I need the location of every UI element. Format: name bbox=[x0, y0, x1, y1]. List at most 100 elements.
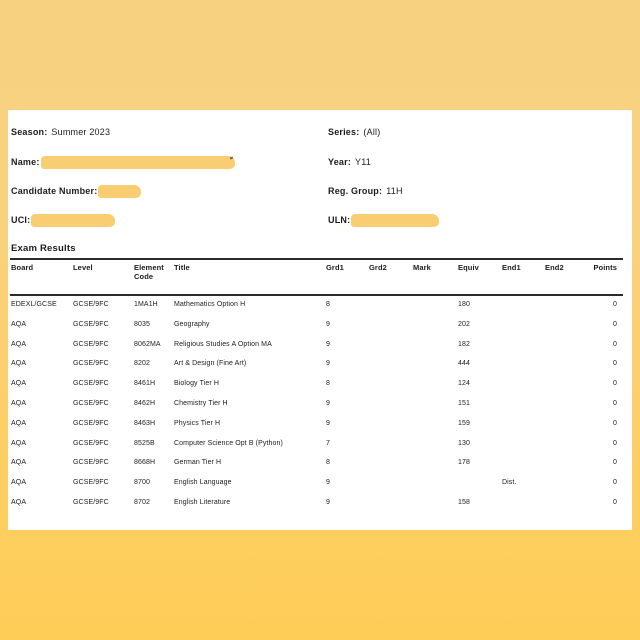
table-cell bbox=[502, 357, 545, 377]
table-cell: Religious Studies A Option MA bbox=[174, 340, 272, 348]
table-cell: 9 bbox=[326, 479, 330, 487]
season-field: Season: Summer 2023 bbox=[11, 125, 110, 139]
table-cell bbox=[369, 456, 413, 476]
table-cell bbox=[413, 377, 458, 397]
table-cell bbox=[413, 476, 458, 496]
table-cell: 9 bbox=[326, 320, 330, 328]
series-field: Series: (All) bbox=[328, 125, 380, 139]
table-cell bbox=[545, 298, 589, 318]
table-cell: GCSE/9FC bbox=[73, 380, 109, 388]
table-cell bbox=[545, 456, 589, 476]
table-cell: German Tier H bbox=[174, 459, 222, 467]
col-header-equiv: Equiv bbox=[458, 263, 479, 272]
table-cell: AQA bbox=[11, 320, 27, 328]
series-value: (All) bbox=[363, 127, 381, 137]
table-cell: 0 bbox=[613, 498, 617, 506]
candidate-number-label: Candidate Number: bbox=[11, 186, 98, 196]
table-cell: 1MA1H bbox=[134, 301, 158, 308]
season-label: Season: bbox=[11, 127, 48, 137]
table-cell: 9 bbox=[326, 360, 330, 368]
table-cell: GCSE/9FC bbox=[73, 439, 109, 447]
table-cell: GCSE/9FC bbox=[73, 320, 109, 328]
table-cell: 7 bbox=[326, 439, 330, 447]
table-cell: Biology Tier H bbox=[174, 380, 219, 388]
table-cell: 444 bbox=[458, 360, 470, 368]
table-cell: 0 bbox=[613, 459, 617, 467]
table-row: AQA GCSE/9FC 8202 Art & Design (Fine Art) 9 4… bbox=[11, 357, 617, 377]
table-cell: 8202 bbox=[134, 360, 150, 368]
series-label: Series: bbox=[328, 127, 360, 137]
table-cell: AQA bbox=[11, 479, 27, 487]
table-cell bbox=[413, 456, 458, 476]
table-cell: AQA bbox=[11, 439, 27, 447]
table-cell: 8 bbox=[326, 459, 330, 467]
table-cell: GCSE/9FC bbox=[73, 340, 109, 348]
table-cell bbox=[413, 298, 458, 318]
table-cell: 130 bbox=[458, 439, 470, 447]
table-cell bbox=[502, 456, 545, 476]
table-cell: 0 bbox=[613, 340, 617, 348]
table-cell: Chemistry Tier H bbox=[174, 399, 228, 407]
col-header-title: Title bbox=[174, 263, 190, 272]
table-cell: Dist. bbox=[502, 479, 517, 487]
exam-results-rows: EDEXL/GCSE GCSE/9FC 1MA1H Mathematics Optio… bbox=[11, 298, 617, 516]
table-cell bbox=[413, 437, 458, 457]
name-redaction-highlight bbox=[40, 155, 235, 169]
uci-label: UCI: bbox=[11, 215, 31, 225]
table-row: AQA GCSE/9FC 8463H Physics Tier H 9 159 0 bbox=[11, 417, 617, 437]
col-header-end2: End2 bbox=[545, 263, 564, 272]
table-cell: 0 bbox=[613, 320, 617, 328]
table-cell: 8461H bbox=[134, 380, 156, 388]
col-header-mark: Mark bbox=[413, 263, 431, 272]
table-row: AQA GCSE/9FC 8461H Biology Tier H 8 124 0 bbox=[11, 377, 617, 397]
table-cell: 8 bbox=[326, 301, 330, 308]
table-cell bbox=[413, 417, 458, 437]
table-cell: 0 bbox=[613, 380, 617, 388]
table-cell bbox=[413, 496, 458, 516]
table-cell: 124 bbox=[458, 380, 470, 388]
table-row: AQA GCSE/9FC 8668H German Tier H 8 178 0 bbox=[11, 456, 617, 476]
table-cell bbox=[413, 318, 458, 338]
table-cell: GCSE/9FC bbox=[73, 459, 109, 467]
uci-redaction-highlight bbox=[31, 213, 116, 227]
table-cell: GCSE/9FC bbox=[73, 399, 109, 407]
table-cell bbox=[369, 298, 413, 318]
table-cell: 9 bbox=[326, 498, 330, 506]
table-cell bbox=[545, 357, 589, 377]
table-cell bbox=[369, 476, 413, 496]
exam-results-title: Exam Results bbox=[11, 243, 76, 254]
table-cell: 0 bbox=[613, 439, 617, 447]
results-document: Season: Summer 2023 Name: Candidate Numb… bbox=[8, 110, 632, 530]
col-header-end1: End1 bbox=[502, 263, 521, 272]
reg-group-value: 11H bbox=[386, 186, 403, 196]
reg-group-field: Reg. Group: 11H bbox=[328, 184, 403, 198]
table-cell bbox=[502, 496, 545, 516]
uln-label: ULN: bbox=[328, 215, 351, 225]
table-cell bbox=[545, 437, 589, 457]
table-row: AQA GCSE/9FC 8700 English Language 9 Dist. 0 bbox=[11, 476, 617, 496]
table-cell: 9 bbox=[326, 399, 330, 407]
uln-field: ULN: bbox=[328, 213, 440, 227]
table-cell: AQA bbox=[11, 340, 27, 348]
table-cell bbox=[369, 397, 413, 417]
table-cell: GCSE/9FC bbox=[73, 301, 109, 308]
col-header-points: Points bbox=[593, 263, 617, 272]
uln-redaction-highlight bbox=[351, 213, 440, 227]
year-field: Year: Y11 bbox=[328, 155, 371, 169]
table-cell bbox=[545, 338, 589, 358]
table-cell: GCSE/9FC bbox=[73, 360, 109, 368]
table-cell: 8525B bbox=[134, 439, 155, 447]
table-cell: 180 bbox=[458, 301, 470, 308]
table-cell: English Literature bbox=[174, 498, 231, 506]
year-label: Year: bbox=[328, 157, 352, 167]
table-cell: 159 bbox=[458, 419, 470, 427]
table-cell: 8 bbox=[326, 380, 330, 388]
table-cell: 178 bbox=[458, 459, 470, 467]
uci-field: UCI: bbox=[11, 213, 116, 227]
table-header: Board Level Element Code Title Grd1 Grd2… bbox=[11, 263, 617, 281]
table-cell bbox=[502, 298, 545, 318]
table-cell: 0 bbox=[613, 479, 617, 487]
col-header-element-code: Element Code bbox=[134, 263, 164, 281]
table-row: AQA GCSE/9FC 8702 English Literature 9 158 0 bbox=[11, 496, 617, 516]
table-cell bbox=[545, 397, 589, 417]
